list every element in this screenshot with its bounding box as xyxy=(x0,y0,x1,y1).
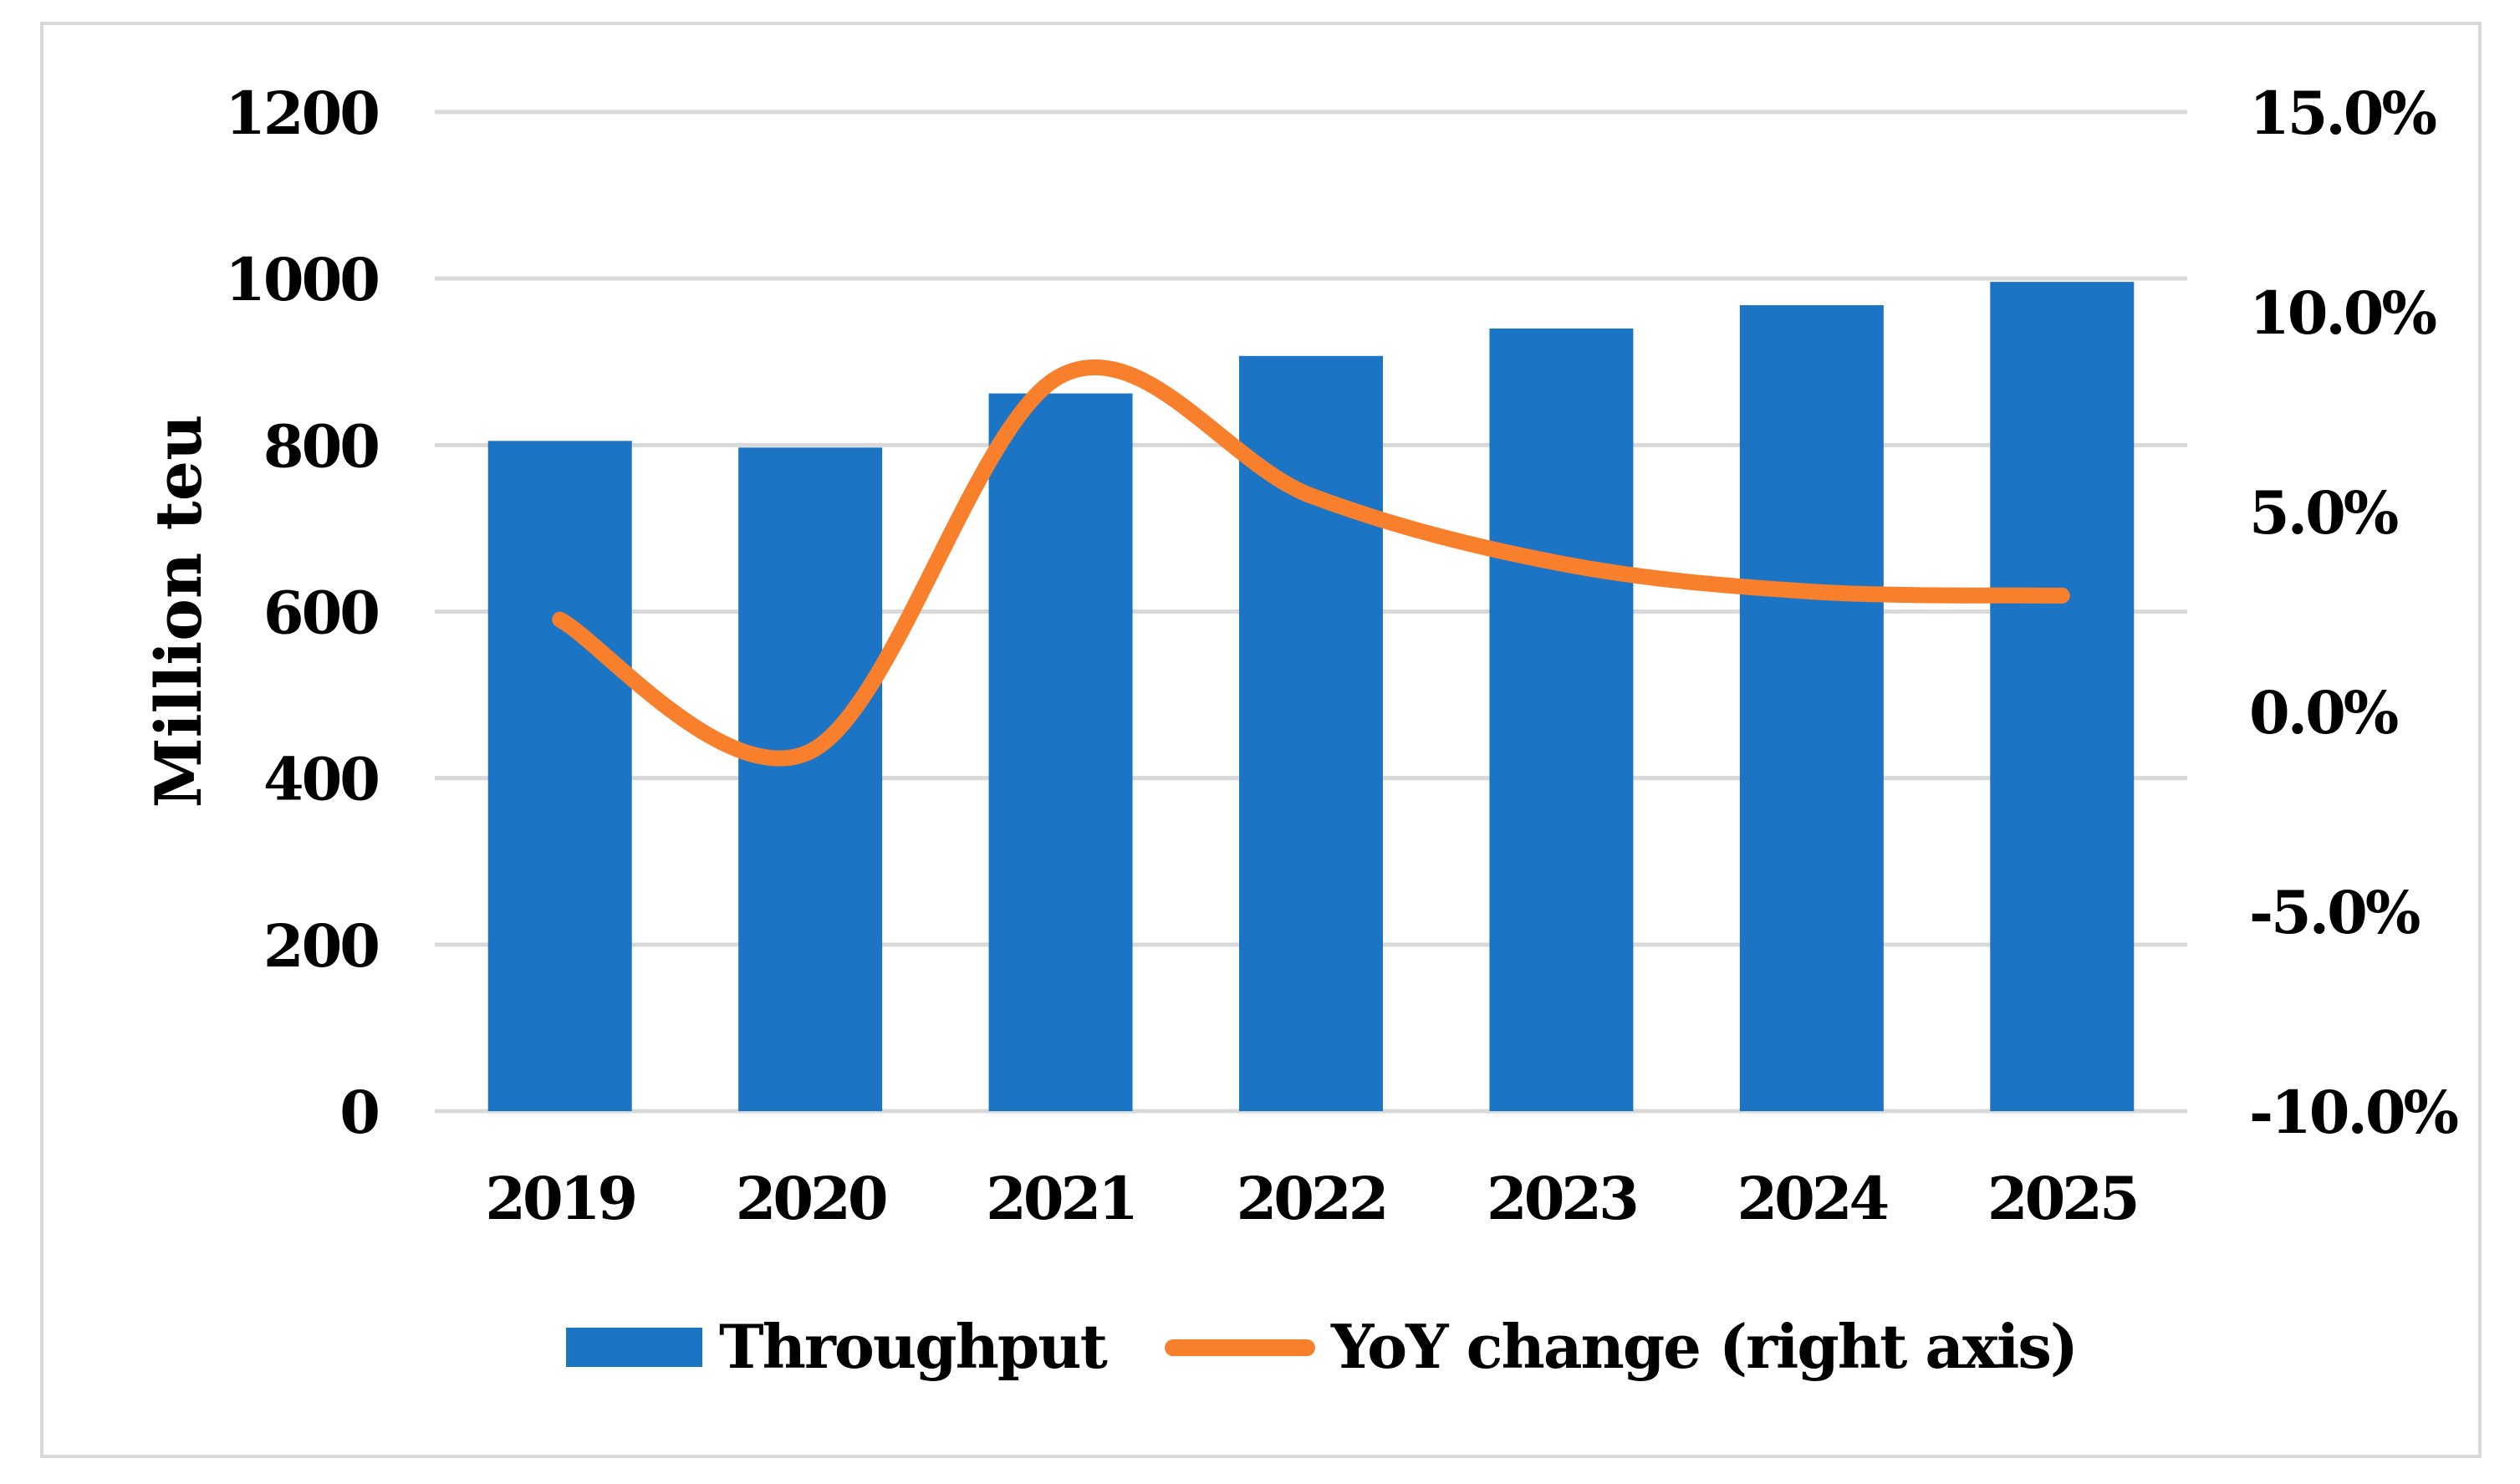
legend: Throughput YoY change (right axis) xyxy=(566,1311,2079,1382)
x-axis-category-labels: 2019 2020 2021 2022 2023 2024 2025 xyxy=(485,1164,2140,1233)
bar-2019 xyxy=(487,441,632,1111)
bar-2024 xyxy=(1739,305,1884,1111)
x-label-2025: 2025 xyxy=(1987,1164,2137,1233)
left-tick-800: 800 xyxy=(263,411,378,481)
legend-throughput-label: Throughput xyxy=(719,1311,1108,1382)
left-tick-0: 0 xyxy=(339,1078,378,1147)
yoy-change-line xyxy=(552,359,2070,767)
right-tick-1: 10.0% xyxy=(2249,278,2436,348)
x-label-2019: 2019 xyxy=(485,1164,635,1233)
bar-2021 xyxy=(988,393,1133,1111)
right-axis-tick-labels: 15.0% 10.0% 5.0% 0.0% -5.0% -10.0% xyxy=(2249,79,2461,1147)
right-tick-5: -10.0% xyxy=(2249,1078,2458,1147)
x-label-2024: 2024 xyxy=(1737,1164,1887,1233)
right-tick-2: 5.0% xyxy=(2249,478,2398,548)
left-tick-1200: 1200 xyxy=(225,79,378,148)
right-tick-0: 15.0% xyxy=(2249,79,2436,148)
right-tick-3: 0.0% xyxy=(2249,678,2398,747)
x-label-2023: 2023 xyxy=(1487,1164,1636,1233)
figure-border xyxy=(40,22,2482,1458)
throughput-bars xyxy=(487,282,2135,1112)
legend-yoy-label: YoY change (right axis) xyxy=(1330,1311,2077,1382)
left-axis-tick-labels: 1200 1000 800 600 400 200 0 xyxy=(225,79,380,1147)
left-tick-400: 400 xyxy=(263,745,378,814)
left-tick-600: 600 xyxy=(263,579,378,648)
bar-2023 xyxy=(1489,328,1634,1112)
bar-2022 xyxy=(1239,355,1383,1111)
gridlines xyxy=(435,110,2187,1114)
x-label-2021: 2021 xyxy=(986,1164,1135,1233)
bar-2020 xyxy=(738,447,883,1111)
left-axis-title: Million teu xyxy=(141,415,216,808)
left-tick-200: 200 xyxy=(263,911,378,981)
right-tick-4: -5.0% xyxy=(2249,878,2420,947)
left-tick-1000: 1000 xyxy=(225,245,378,314)
x-label-2020: 2020 xyxy=(736,1164,886,1233)
bar-2025 xyxy=(1990,282,2135,1111)
x-label-2022: 2022 xyxy=(1237,1164,1386,1233)
legend-throughput-swatch xyxy=(566,1328,702,1367)
